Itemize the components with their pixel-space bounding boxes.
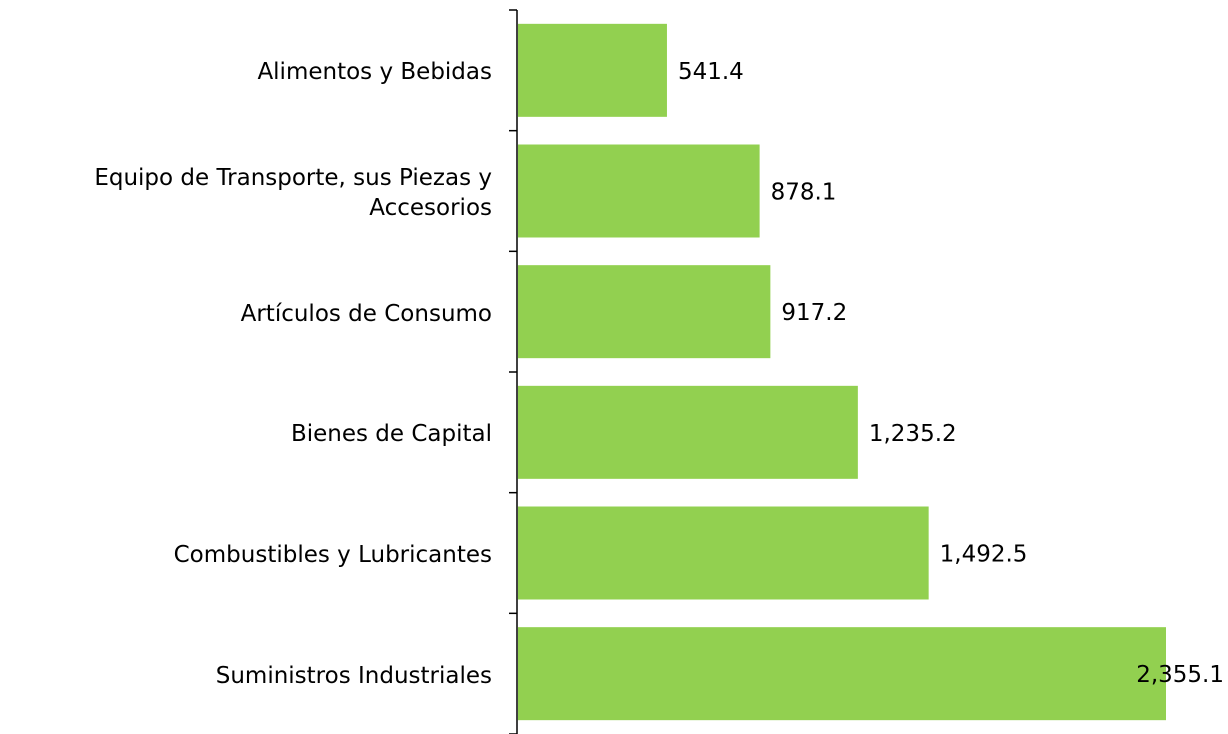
category-label: Bienes de Capital bbox=[290, 421, 492, 448]
bar bbox=[518, 144, 760, 238]
category-label: Artículos de Consumo bbox=[240, 300, 492, 327]
category-label: Equipo de Transporte, sus Piezas y Acces… bbox=[94, 165, 492, 221]
category-label: Combustibles y Lubricantes bbox=[173, 542, 492, 568]
category-label: Suministros Industriales bbox=[215, 662, 492, 689]
bar bbox=[518, 627, 1166, 721]
value-label: 541.4 bbox=[678, 59, 744, 85]
bar bbox=[518, 265, 771, 359]
value-label: 2,355.1 bbox=[1136, 662, 1224, 688]
value-label: 1,492.5 bbox=[940, 542, 1028, 568]
value-label: 917.2 bbox=[781, 300, 847, 326]
category-label: Alimentos y Bebidas bbox=[257, 59, 492, 86]
value-label: 1,235.2 bbox=[869, 421, 957, 447]
value-label: 878.1 bbox=[771, 180, 837, 206]
bar bbox=[518, 506, 929, 600]
bar bbox=[518, 385, 858, 479]
bar bbox=[518, 23, 667, 117]
